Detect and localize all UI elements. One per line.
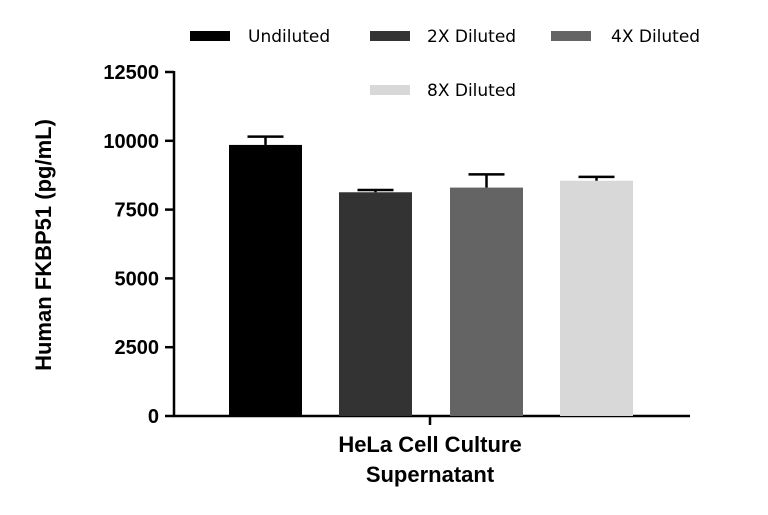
legend-label-4x-diluted: 4X Diluted xyxy=(611,27,700,47)
legend-swatch-2x-diluted xyxy=(370,31,410,41)
y-tick-label-2500: 2500 xyxy=(115,337,160,359)
y-tick-label-5000: 5000 xyxy=(115,268,160,290)
legend-swatch-undiluted xyxy=(190,31,230,41)
bars xyxy=(229,135,633,417)
bar-undiluted xyxy=(229,144,302,417)
legend-label-undiluted: Undiluted xyxy=(248,27,330,47)
x-axis-title-line-2: Supernatant xyxy=(366,462,495,487)
bar-4x-diluted xyxy=(450,187,523,416)
bar-8x-diluted xyxy=(560,180,633,416)
y-tick-label-7500: 7500 xyxy=(115,200,160,222)
legend-label-2x-diluted: 2X Diluted xyxy=(427,27,516,47)
y-axis-title: Human FKBP51 (pg/mL) xyxy=(31,119,56,371)
bar-2x-diluted xyxy=(339,192,412,416)
x-axis-title-line-1: HeLa Cell Culture xyxy=(338,432,521,457)
y-tick-label-10000: 10000 xyxy=(103,131,159,153)
legend-swatch-8x-diluted xyxy=(370,85,410,95)
legend-label-8x-diluted: 8X Diluted xyxy=(427,81,516,101)
y-tick-label-12500: 12500 xyxy=(103,62,159,84)
legend: Undiluted 2X Diluted 4X Diluted 8X Dilut… xyxy=(190,27,700,101)
legend-swatch-4x-diluted xyxy=(551,31,591,41)
y-tick-label-0: 0 xyxy=(148,406,159,428)
